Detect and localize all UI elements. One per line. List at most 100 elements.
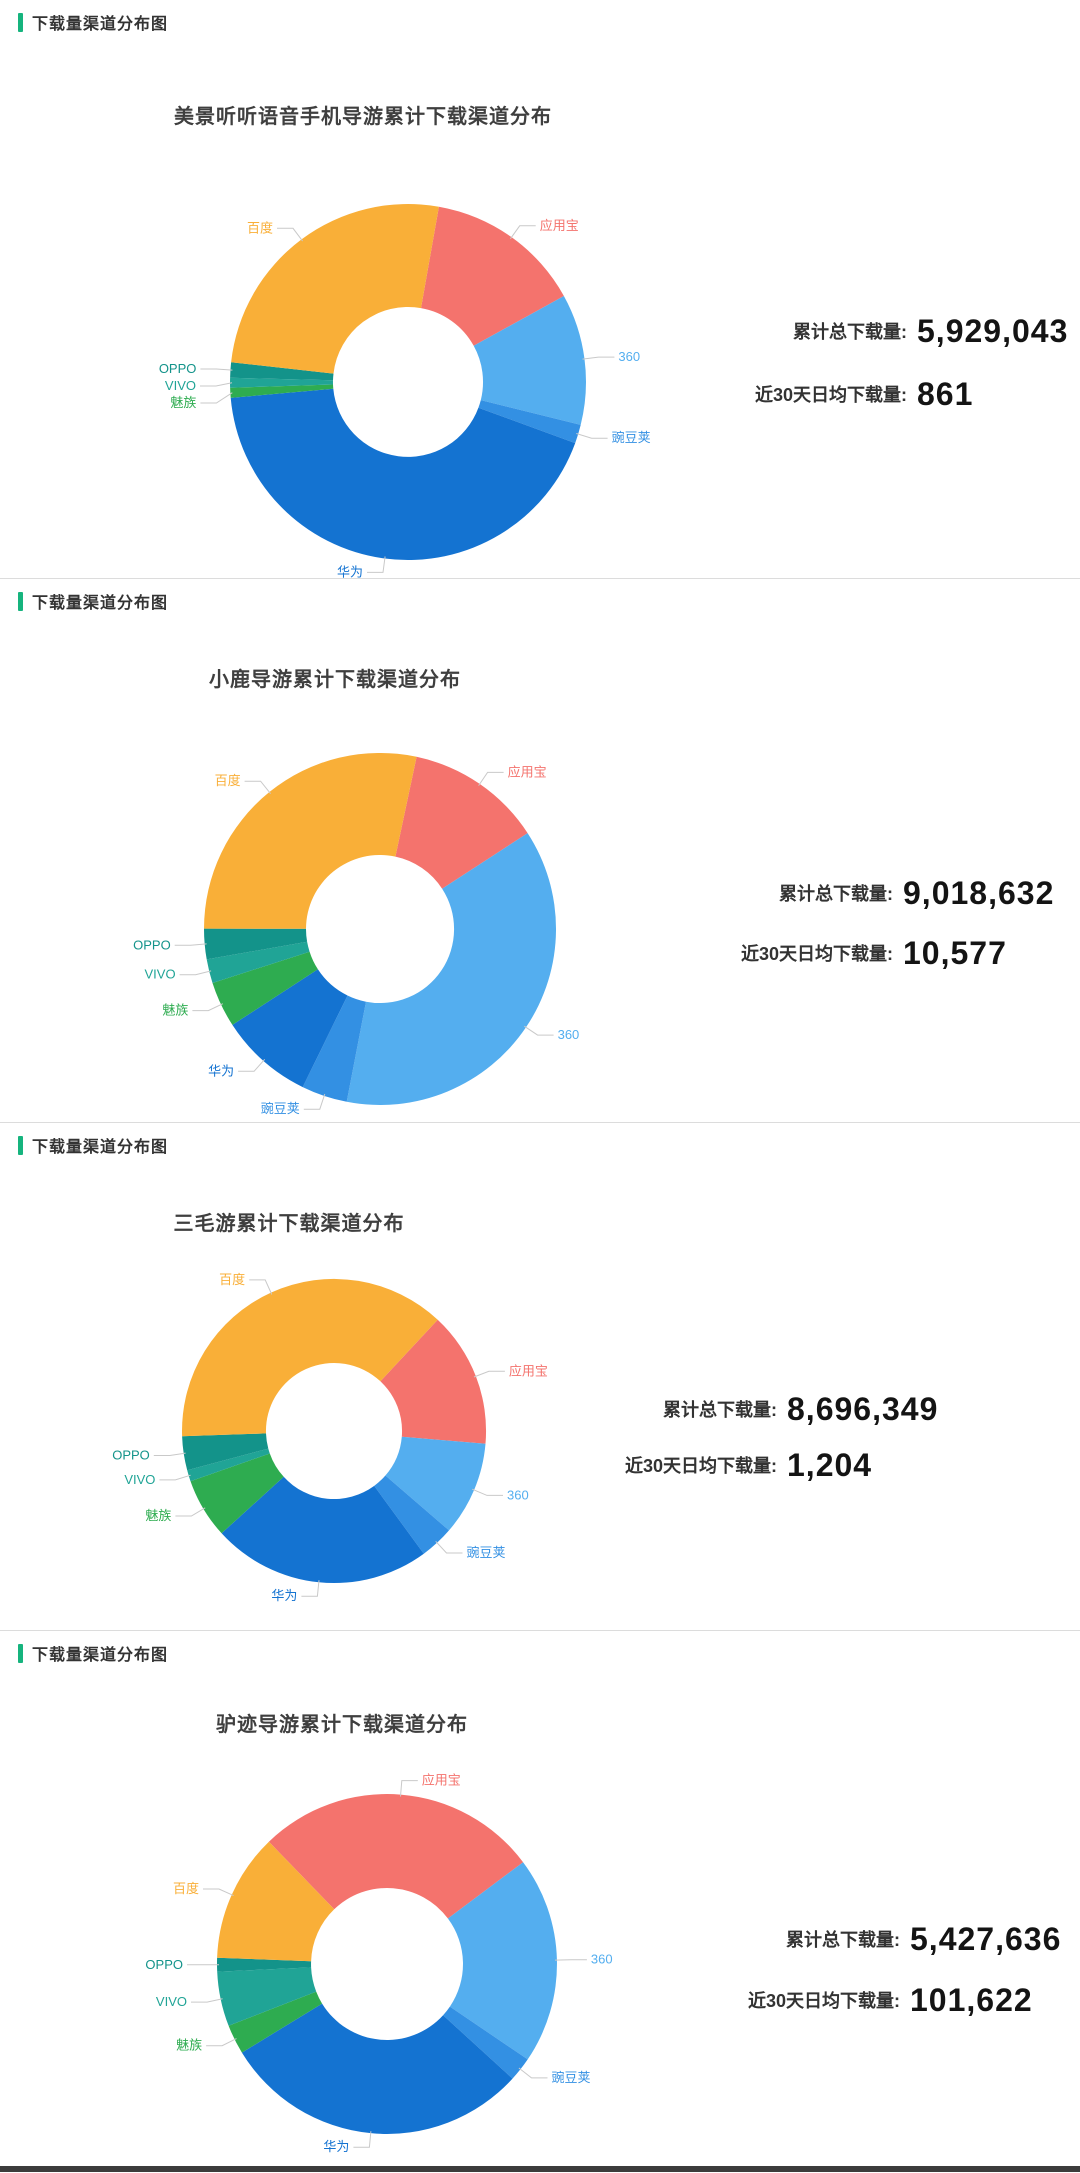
slice-label-line	[304, 1094, 325, 1109]
slice-label-line	[203, 1889, 234, 1896]
slice-label-line	[277, 228, 303, 241]
slice-label: 360	[558, 1027, 580, 1042]
slice-label: 华为	[271, 1588, 297, 1603]
slice-label: 百度	[215, 773, 241, 788]
total-downloads-label: 累计总下载量:	[607, 318, 907, 344]
section-header: 下载量渠道分布图	[18, 1133, 168, 1157]
section-header: 下载量渠道分布图	[18, 10, 168, 34]
slice-label: 魅族	[145, 1508, 171, 1523]
slice-label-line	[524, 1026, 553, 1035]
slice-label: 360	[507, 1487, 529, 1502]
slice-label: 豌豆荚	[467, 1545, 506, 1560]
total-downloads-value: 8,696,349	[787, 1391, 938, 1428]
slice-label: VIVO	[124, 1472, 155, 1487]
daily-average-label: 近30天日均下载量:	[600, 1987, 900, 2013]
slice-label-line	[154, 1453, 186, 1455]
window-bottom-edge	[0, 2166, 1080, 2172]
slice-label: 豌豆荚	[552, 2070, 591, 2085]
header-accent-bar	[18, 1136, 23, 1155]
slice-label-line	[301, 1580, 319, 1596]
stats-block: 累计总下载量: 9,018,632 近30天日均下载量: 10,577	[593, 873, 1080, 973]
chart-title: 驴迹导游累计下载渠道分布	[216, 1708, 468, 1737]
slice-label: 应用宝	[540, 218, 579, 233]
daily-average-label: 近30天日均下载量:	[607, 381, 907, 407]
chart-title: 三毛游累计下载渠道分布	[174, 1207, 405, 1236]
daily-average-row: 近30天日均下载量: 861	[607, 374, 1080, 414]
daily-average-value: 861	[917, 376, 973, 413]
slice-label: 魅族	[176, 2038, 202, 2053]
slice-label-line	[519, 2068, 548, 2078]
section-header: 下载量渠道分布图	[18, 589, 168, 613]
slice-label: 华为	[323, 2139, 349, 2154]
section-header-text: 下载量渠道分布图	[32, 589, 168, 613]
slice-label: VIVO	[145, 967, 176, 982]
slice-label-line	[159, 1475, 190, 1480]
slice-label-line	[245, 781, 271, 794]
section-header-text: 下载量渠道分布图	[32, 1133, 168, 1157]
stats-block: 累计总下载量: 8,696,349 近30天日均下载量: 1,204	[477, 1389, 1080, 1485]
slice-label: 百度	[219, 1272, 245, 1287]
slice-label: 豌豆荚	[612, 430, 651, 445]
daily-average-row: 近30天日均下载量: 10,577	[593, 933, 1080, 973]
slice-label-line	[401, 1781, 418, 1797]
daily-average-value: 1,204	[787, 1447, 872, 1484]
total-downloads-value: 9,018,632	[903, 875, 1054, 912]
daily-average-label: 近30天日均下载量:	[477, 1452, 777, 1478]
total-downloads-label: 累计总下载量:	[593, 880, 893, 906]
daily-average-value: 101,622	[910, 1982, 1033, 2019]
slice-label: OPPO	[159, 361, 197, 376]
slice-label-line	[353, 2131, 371, 2147]
slice-label-line	[367, 557, 385, 573]
section-header-text: 下载量渠道分布图	[32, 10, 168, 34]
daily-average-value: 10,577	[903, 935, 1007, 972]
total-downloads-row: 累计总下载量: 9,018,632	[593, 873, 1080, 913]
slice-label: 应用宝	[422, 1773, 461, 1788]
header-accent-bar	[18, 1644, 23, 1663]
slice-label: 应用宝	[508, 764, 547, 779]
slice-label: VIVO	[156, 1994, 187, 2009]
slice-label-line	[200, 393, 232, 403]
slice-label-line	[474, 1371, 505, 1377]
slice-label-line	[436, 1541, 463, 1553]
header-accent-bar	[18, 592, 23, 611]
total-downloads-row: 累计总下载量: 8,696,349	[477, 1389, 1080, 1429]
slice-label-line	[576, 434, 607, 439]
total-downloads-value: 5,929,043	[917, 313, 1068, 350]
stats-block: 累计总下载量: 5,427,636 近30天日均下载量: 101,622	[600, 1919, 1080, 2020]
total-downloads-row: 累计总下载量: 5,427,636	[600, 1919, 1080, 1959]
slice-label: 魅族	[162, 1003, 188, 1018]
chart-title: 小鹿导游累计下载渠道分布	[209, 663, 461, 692]
slice-label: OPPO	[145, 1957, 183, 1972]
chart-title: 美景听听语音手机导游累计下载渠道分布	[174, 100, 552, 129]
slice-label: 豌豆荚	[261, 1101, 300, 1116]
slice-label-line	[200, 383, 232, 386]
slice-label-line	[206, 2039, 236, 2046]
slice-label: VIVO	[165, 378, 196, 393]
slice-label-line	[191, 1999, 223, 2002]
total-downloads-row: 累计总下载量: 5,929,043	[607, 311, 1080, 351]
total-downloads-label: 累计总下载量:	[600, 1926, 900, 1952]
slice-label-line	[175, 944, 207, 945]
section-header-text: 下载量渠道分布图	[32, 1641, 168, 1665]
total-downloads-value: 5,427,636	[910, 1921, 1061, 1958]
slice-label: 百度	[247, 220, 273, 235]
slice-label-line	[200, 369, 232, 370]
slice-label: 百度	[173, 1881, 199, 1896]
donut-slice[interactable]	[182, 1279, 438, 1436]
daily-average-label: 近30天日均下载量:	[593, 940, 893, 966]
slice-label-line	[510, 226, 535, 239]
slice-label: OPPO	[133, 937, 171, 952]
header-accent-bar	[18, 13, 23, 32]
total-downloads-label: 累计总下载量:	[477, 1396, 777, 1422]
slice-label: 魅族	[170, 395, 196, 410]
slice-label-line	[479, 772, 504, 785]
daily-average-row: 近30天日均下载量: 101,622	[600, 1980, 1080, 2020]
slice-label-line	[472, 1489, 503, 1495]
